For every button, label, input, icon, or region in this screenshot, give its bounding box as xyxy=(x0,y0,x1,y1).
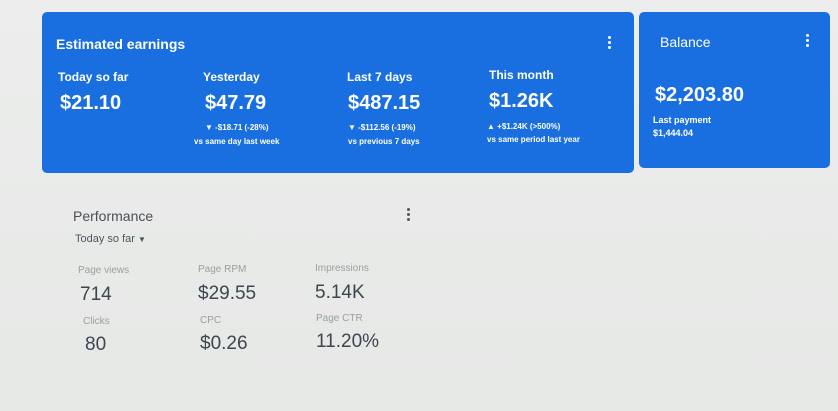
balance-title: Balance xyxy=(660,34,711,50)
menu-button[interactable] xyxy=(407,208,411,223)
metric-value: 11.20% xyxy=(316,331,380,352)
metric-comparison: vs previous 7 days xyxy=(348,137,420,146)
balance-card: Balance $2,203.80 Last payment $1,444.04 xyxy=(639,12,830,168)
menu-button[interactable] xyxy=(806,34,810,49)
metric-value: 5.14K xyxy=(315,282,365,303)
earnings-title: Estimated earnings xyxy=(56,36,186,52)
metric-comparison: vs same period last year xyxy=(487,135,580,144)
metric-value: 714 xyxy=(80,284,112,305)
period-text: Today so far xyxy=(75,233,135,245)
earnings-card: Estimated earnings Today so far $21.10 Y… xyxy=(42,12,634,173)
metric-label: Page views xyxy=(78,265,130,276)
last-payment-value: $1,444.04 xyxy=(653,128,694,138)
metric-label: Page CTR xyxy=(316,313,363,324)
metric-value: $47.79 xyxy=(205,92,267,114)
metric-label: Page RPM xyxy=(198,264,247,275)
menu-button[interactable] xyxy=(608,36,612,51)
metric-label: This month xyxy=(489,68,554,82)
metric-label: Yesterday xyxy=(203,70,260,84)
metric-change: ▼ -$18.71 (-28%) xyxy=(205,123,269,132)
metric-value: 80 xyxy=(85,334,107,355)
metric-label: Today so far xyxy=(58,70,129,84)
metric-label: Clicks xyxy=(83,316,110,327)
metric-change: ▲ +$1.24K (>500%) xyxy=(487,122,561,131)
metric-label: CPC xyxy=(200,315,222,326)
performance-title: Performance xyxy=(73,208,154,224)
metric-label: Last 7 days xyxy=(347,70,413,84)
balance-value: $2,203.80 xyxy=(655,84,744,106)
last-payment-label: Last payment xyxy=(653,115,712,125)
period-dropdown[interactable]: Today so far ▼ xyxy=(75,233,146,245)
metric-value: $487.15 xyxy=(348,92,421,114)
metric-comparison: vs same day last week xyxy=(194,137,280,146)
metric-value: $0.26 xyxy=(200,333,248,354)
metric-label: Impressions xyxy=(315,263,369,274)
metric-value: $29.55 xyxy=(198,283,257,304)
metric-value: $1.26K xyxy=(489,90,554,112)
metric-change: ▼ -$112.56 (-19%) xyxy=(348,123,416,132)
metric-value: $21.10 xyxy=(60,92,122,114)
